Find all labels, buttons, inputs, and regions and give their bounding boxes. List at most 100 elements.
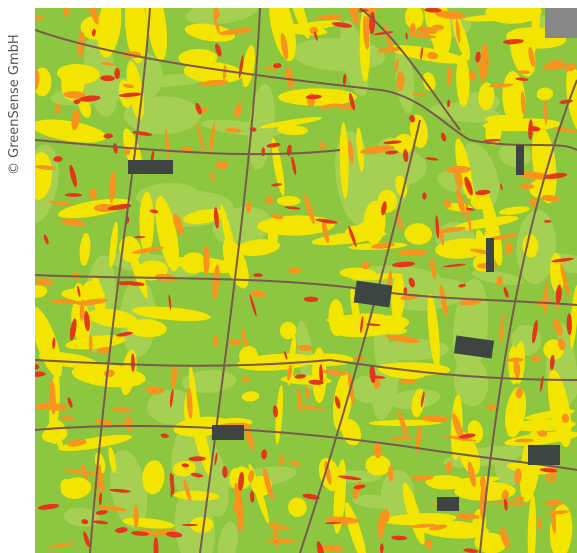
yellow-patch: [236, 239, 280, 257]
orange-streak: [229, 339, 241, 346]
orange-streak: [385, 334, 420, 344]
orange-streak: [420, 415, 450, 423]
yellow-patch: [391, 273, 405, 323]
orange-streak: [35, 70, 40, 91]
red-streak: [447, 99, 451, 108]
red-streak: [424, 8, 442, 13]
red-streak: [100, 75, 115, 82]
red-streak: [302, 493, 320, 500]
orange-streak: [309, 26, 319, 35]
red-streak: [316, 541, 325, 553]
red-streak: [503, 498, 508, 511]
orange-streak: [558, 338, 565, 351]
copyright-credit: © GreenSense GmbH: [7, 34, 22, 175]
yellow-patch: [527, 494, 537, 553]
yellow-patch: [60, 477, 92, 499]
orange-streak: [81, 463, 88, 481]
red-streak: [77, 285, 81, 298]
orange-streak: [479, 476, 486, 490]
yellow-patch: [52, 426, 64, 451]
red-streak: [503, 39, 524, 45]
red-streak: [215, 43, 222, 57]
orange-streak: [458, 299, 482, 306]
orange-streak: [373, 442, 382, 459]
red-streak: [67, 397, 73, 408]
orange-streak: [467, 461, 476, 488]
orange-streak: [122, 83, 135, 89]
orange-streak: [455, 18, 461, 44]
red-streak: [475, 51, 481, 63]
orange-streak: [203, 244, 210, 276]
orange-streak: [480, 43, 489, 79]
yellow-patch: [236, 353, 315, 371]
red-streak: [37, 503, 60, 510]
red-streak: [166, 531, 183, 538]
orange-streak: [222, 65, 227, 80]
red-streak: [325, 522, 342, 525]
orange-streak: [48, 200, 74, 207]
red-streak: [425, 157, 439, 161]
orange-streak: [437, 226, 467, 233]
red-streak: [81, 519, 89, 525]
yellow-patch: [145, 8, 168, 62]
red-streak: [348, 225, 357, 248]
orange-streak: [384, 24, 394, 53]
red-streak: [99, 492, 102, 506]
yellow-patch: [402, 482, 425, 545]
orange-streak: [318, 103, 342, 109]
orange-streak: [241, 376, 250, 383]
yellow-patch: [58, 434, 132, 452]
red-streak: [334, 396, 341, 409]
orange-streak: [47, 542, 76, 548]
orange-streak: [61, 416, 75, 421]
yellow-patch: [139, 191, 154, 254]
vegetation-map: [35, 8, 577, 553]
orange-streak: [63, 8, 70, 17]
orange-streak: [321, 220, 329, 244]
red-streak: [113, 143, 118, 154]
red-streak: [405, 32, 408, 40]
orange-streak: [515, 387, 523, 399]
red-streak: [319, 364, 324, 385]
orange-streak: [435, 10, 466, 20]
orange-streak: [224, 128, 242, 133]
road: [89, 8, 151, 553]
red-streak: [549, 354, 555, 371]
field-boundaries: [35, 8, 577, 553]
red-streak: [551, 257, 574, 263]
red-streak: [130, 353, 135, 372]
orange-streak: [131, 246, 165, 254]
orange-streak: [389, 436, 414, 441]
orange-streak: [49, 380, 56, 415]
orange-streak: [454, 167, 463, 190]
yellow-patch: [35, 152, 53, 200]
red-streak: [360, 316, 364, 334]
red-streak: [313, 31, 318, 41]
red-streak: [35, 371, 46, 378]
orange-streak: [77, 298, 108, 306]
building: [528, 445, 560, 465]
building: [128, 160, 173, 174]
red-streak: [181, 463, 189, 468]
red-streak: [366, 323, 381, 326]
orange-streak: [66, 439, 87, 447]
yellow-patch: [485, 8, 542, 24]
orange-streak: [133, 504, 139, 528]
orange-streak: [361, 260, 370, 270]
orange-streak: [218, 27, 254, 36]
orange-streak: [280, 32, 289, 60]
road: [35, 274, 577, 306]
red-streak: [266, 142, 281, 148]
orange-streak: [501, 490, 509, 501]
red-streak: [458, 433, 476, 439]
yellow-patch: [339, 122, 349, 199]
orange-streak: [514, 438, 535, 443]
red-streak: [403, 149, 409, 163]
yellow-patch: [248, 463, 270, 524]
yellow-patch: [404, 223, 432, 245]
orange-streak: [111, 407, 133, 413]
red-streak: [543, 220, 552, 223]
orange-streak: [394, 58, 399, 74]
yellow-patch: [333, 372, 352, 432]
